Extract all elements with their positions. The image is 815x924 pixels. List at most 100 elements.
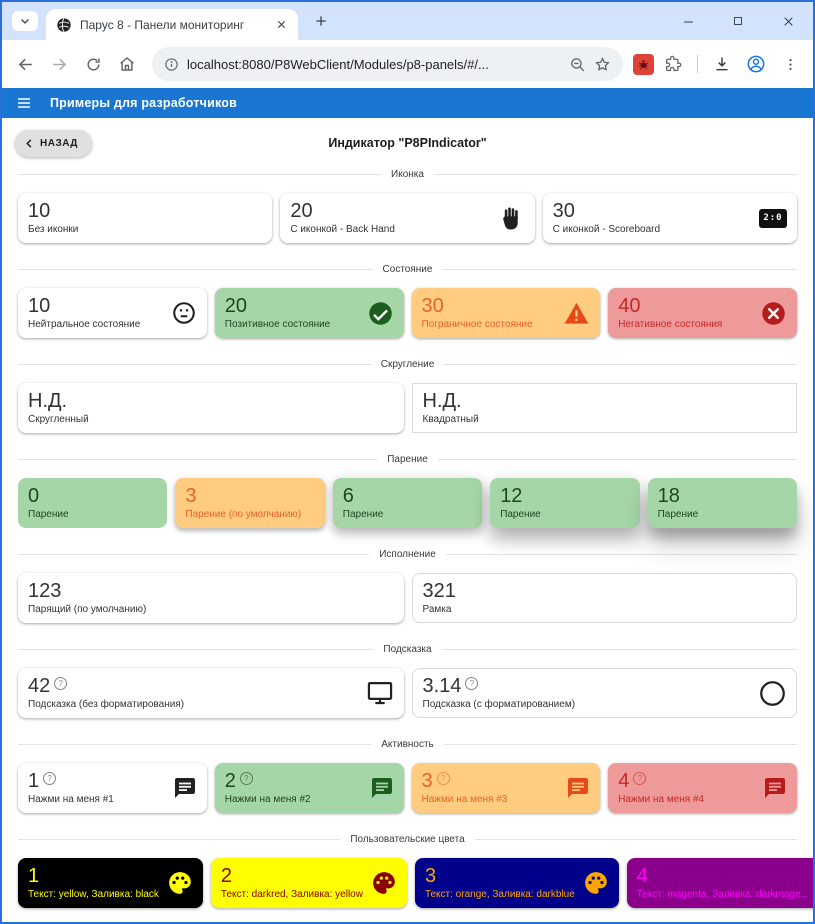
indicator-card[interactable]: 3? Нажми на меня #3: [411, 763, 601, 813]
section: Исполнение 123 Парящий (по умолчанию) 32…: [18, 549, 798, 623]
chat-icon: [370, 776, 394, 800]
indicator-label: Нажми на меня #3: [421, 793, 508, 805]
divider-line: [18, 269, 373, 270]
extensions-puzzle-icon[interactable]: [658, 49, 688, 79]
section: Состояние 10 Нейтральное состояние 20 По…: [18, 264, 797, 338]
cancel-icon: [760, 300, 787, 327]
section-label: Активность: [381, 739, 434, 750]
chevron-down-icon: [21, 19, 29, 24]
indicator-value: 1: [28, 864, 40, 887]
page-info-icon[interactable]: [164, 57, 179, 72]
address-bar[interactable]: localhost:8080/P8WebClient/Modules/p8-pa…: [152, 47, 623, 81]
menu-kebab-icon[interactable]: [775, 49, 805, 79]
page-header: НАЗАД Индикатор "P8PIndicator": [15, 128, 797, 162]
back-button[interactable]: НАЗАД: [15, 130, 92, 157]
back-nav-button[interactable]: [10, 49, 40, 79]
indicator-body: 2 Текст: darkred, Заливка: yellow: [220, 866, 363, 900]
home-button[interactable]: [112, 49, 142, 79]
indicator-body: 12 Парение: [500, 484, 629, 520]
palette-icon: [583, 870, 609, 896]
section-label: Иконка: [391, 169, 424, 180]
indicator-value: 4: [636, 864, 648, 887]
indicator-value: 30: [552, 199, 575, 222]
indicator-card: 3 Парение (по умолчанию): [175, 478, 325, 528]
indicator-card: 3 Текст: orange, Заливка: darkblue: [414, 858, 619, 908]
section: Пользовательские цвета 1 Текст: yellow, …: [18, 834, 813, 908]
indicator-value: 40: [618, 294, 641, 317]
divider-line: [433, 174, 798, 175]
indicator-label: Скругленный: [28, 413, 89, 425]
help-icon: ?: [465, 676, 479, 690]
tab-close-icon[interactable]: [272, 16, 290, 34]
indicator-card[interactable]: 4? Нажми на меня #4: [608, 763, 797, 813]
divider-line: [444, 364, 798, 365]
sections: Иконка 10 Без иконки 20 С иконкой - Back…: [18, 169, 813, 908]
divider-line: [18, 554, 370, 555]
section-label: Скругление: [380, 359, 435, 370]
indicator-value: 18: [657, 484, 680, 507]
indicator-value: 6: [342, 484, 354, 507]
maximize-button[interactable]: [729, 12, 747, 30]
section-divider: Активность: [18, 739, 798, 750]
divider-line: [443, 744, 798, 745]
tab-search-button[interactable]: [12, 11, 38, 31]
help-icon: ?: [239, 771, 253, 785]
indicator-body: 3 Парение (по умолчанию): [185, 486, 314, 520]
home-icon: [120, 57, 134, 71]
check-circle-icon: [367, 300, 394, 327]
hamburger-menu-icon[interactable]: [16, 95, 32, 111]
indicator-label: Парение: [342, 508, 384, 520]
indicator-body: 321 Рамка: [423, 581, 787, 615]
browser-tab[interactable]: Парус 8 - Панели мониторинг: [46, 9, 298, 40]
indicator-card: 123 Парящий (по умолчанию): [18, 573, 404, 623]
close-button[interactable]: [779, 12, 797, 30]
section-divider: Состояние: [18, 264, 797, 275]
url-text[interactable]: localhost:8080/P8WebClient/Modules/p8-pa…: [187, 56, 489, 72]
forward-nav-button[interactable]: [44, 49, 74, 79]
indicator-value: Н.Д.: [28, 389, 68, 412]
indicator-body: 30 Пограничное состояние: [422, 296, 556, 330]
minimize-button[interactable]: [679, 12, 697, 30]
new-tab-button[interactable]: [308, 8, 334, 34]
indicator-card: Н.Д. Квадратный: [411, 383, 797, 433]
indicator-label: Без иконки: [28, 223, 79, 235]
reload-button[interactable]: [78, 49, 108, 79]
indicator-value: 20: [224, 294, 247, 317]
page-content: НАЗАД Индикатор "P8PIndicator" Иконка 10…: [2, 118, 813, 908]
help-icon: ?: [54, 676, 68, 690]
indicator-label: Текст: darkred, Заливка: yellow: [220, 888, 363, 900]
downloads-button[interactable]: [707, 49, 737, 79]
indicator-card: 321 Рамка: [411, 573, 797, 623]
section-divider: Скругление: [18, 359, 798, 370]
indicator-value: 12: [500, 484, 523, 507]
indicator-body: 40 Негативное состояния: [618, 294, 752, 330]
indicator-body: 1? Нажми на меня #1: [28, 771, 165, 805]
adblock-extension-icon[interactable]: [633, 53, 654, 75]
indicator-card[interactable]: 1? Нажми на меня #1: [18, 763, 207, 813]
indicator-card: 20 Позитивное состояние: [214, 288, 404, 338]
indicator-body: 0 Парение: [28, 486, 157, 520]
card-row: 10 Без иконки 20 С иконкой - Back Hand 3…: [18, 193, 797, 243]
indicator-label: Парящий (по умолчанию): [28, 603, 147, 615]
section-divider: Иконка: [18, 169, 798, 180]
indicator-card: 42? Подсказка (без форматирования): [18, 668, 404, 718]
indicator-card[interactable]: 2? Нажми на меня #2: [214, 763, 404, 813]
indicator-body: 3.14? Подсказка (с форматированием): [423, 676, 752, 710]
app-header: Примеры для разработчиков: [2, 88, 813, 118]
help-icon: ?: [633, 771, 647, 785]
toolbar-separator: [697, 55, 698, 73]
scoreboard-icon: 2:0: [758, 208, 787, 228]
indicator-label: Позитивное состояние: [224, 318, 331, 330]
profile-button[interactable]: [741, 49, 771, 79]
browser-titlebar: Парус 8 - Панели мониторинг: [2, 2, 813, 40]
indicator-card: 6 Парение: [332, 478, 483, 528]
zoom-out-icon[interactable]: [569, 56, 586, 73]
help-icon: ?: [43, 771, 57, 785]
bookmark-star-icon[interactable]: [594, 56, 611, 73]
section-label: Парение: [387, 454, 428, 465]
indicator-value: 123: [28, 579, 62, 602]
indicator-body: 3 Текст: orange, Заливка: darkblue: [425, 866, 575, 900]
card-row: 1? Нажми на меня #1 2? Нажми на меня #2 …: [18, 763, 797, 813]
indicator-card: 40 Негативное состояния: [608, 288, 797, 338]
section-divider: Пользовательские цвета: [18, 834, 798, 845]
